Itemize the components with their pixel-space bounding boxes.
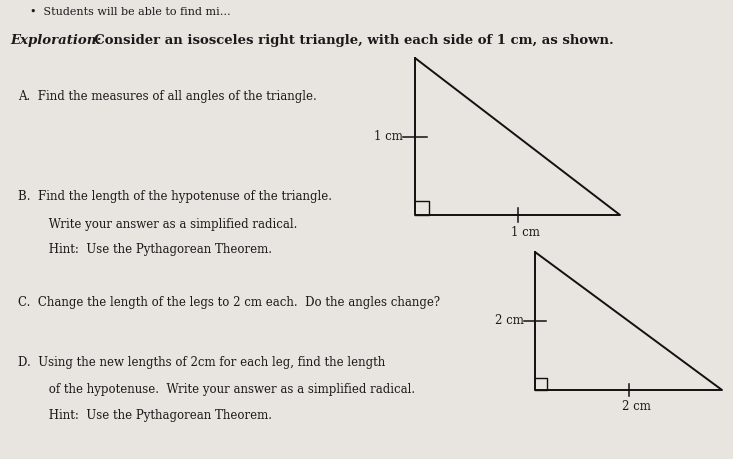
Text: D.  Using the new lengths of 2cm for each leg, find the length: D. Using the new lengths of 2cm for each… xyxy=(18,356,386,369)
Text: 1 cm: 1 cm xyxy=(374,130,402,143)
Text: 1 cm: 1 cm xyxy=(511,226,540,239)
Text: Hint:  Use the Pythagorean Theorem.: Hint: Use the Pythagorean Theorem. xyxy=(30,243,272,256)
Text: Exploration:: Exploration: xyxy=(10,34,101,47)
Text: B.  Find the length of the hypotenuse of the triangle.: B. Find the length of the hypotenuse of … xyxy=(18,190,332,203)
Text: of the hypotenuse.  Write your answer as a simplified radical.: of the hypotenuse. Write your answer as … xyxy=(30,383,415,396)
Text: Consider an isosceles right triangle, with each side of 1 cm, as shown.: Consider an isosceles right triangle, wi… xyxy=(85,34,614,47)
Text: 2 cm: 2 cm xyxy=(495,314,524,328)
Text: Write your answer as a simplified radical.: Write your answer as a simplified radica… xyxy=(30,218,298,231)
Text: Hint:  Use the Pythagorean Theorem.: Hint: Use the Pythagorean Theorem. xyxy=(30,409,272,421)
Text: A.  Find the measures of all angles of the triangle.: A. Find the measures of all angles of th… xyxy=(18,90,317,102)
Text: 2 cm: 2 cm xyxy=(622,400,650,413)
Text: •  Students will be able to find mi…: • Students will be able to find mi… xyxy=(30,7,231,17)
Text: C.  Change the length of the legs to 2 cm each.  Do the angles change?: C. Change the length of the legs to 2 cm… xyxy=(18,296,440,309)
